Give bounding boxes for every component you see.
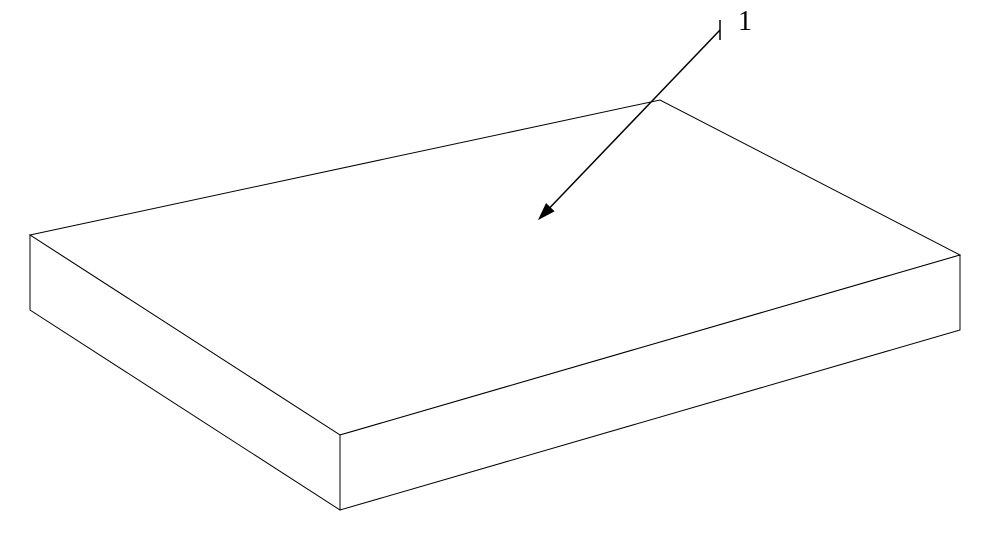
diagram-canvas: 1	[0, 0, 1000, 549]
part-label: 1	[738, 6, 752, 37]
